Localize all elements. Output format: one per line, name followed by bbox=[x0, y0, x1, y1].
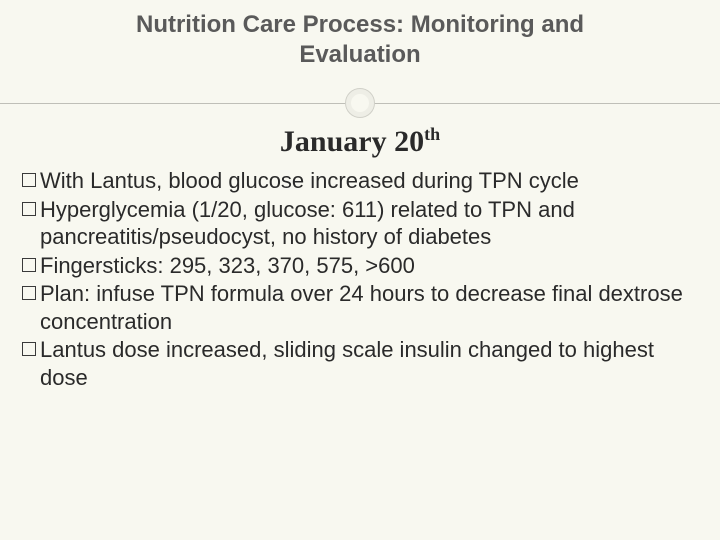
divider bbox=[0, 88, 720, 118]
square-bullet-icon bbox=[22, 173, 36, 187]
list-item: Plan: infuse TPN formula over 24 hours t… bbox=[22, 280, 698, 335]
bullet-text: Hyperglycemia (1/20, glucose: 611) relat… bbox=[40, 196, 698, 251]
bullet-text: Lantus dose increased, sliding scale ins… bbox=[40, 336, 698, 391]
square-bullet-icon bbox=[22, 342, 36, 356]
bullet-text: With Lantus, blood glucose increased dur… bbox=[40, 167, 579, 195]
subtitle-superscript: th bbox=[424, 124, 440, 144]
bullet-list: With Lantus, blood glucose increased dur… bbox=[0, 159, 720, 391]
square-bullet-icon bbox=[22, 258, 36, 272]
square-bullet-icon bbox=[22, 202, 36, 216]
subtitle-main: January 20 bbox=[280, 125, 424, 158]
list-item: Fingersticks: 295, 323, 370, 575, >600 bbox=[22, 252, 698, 280]
square-bullet-icon bbox=[22, 286, 36, 300]
page-title: Nutrition Care Process: Monitoring and E… bbox=[0, 0, 720, 70]
subtitle: January 20th bbox=[0, 124, 720, 159]
list-item: With Lantus, blood glucose increased dur… bbox=[22, 167, 698, 195]
list-item: Hyperglycemia (1/20, glucose: 611) relat… bbox=[22, 196, 698, 251]
list-item: Lantus dose increased, sliding scale ins… bbox=[22, 336, 698, 391]
title-line-1: Nutrition Care Process: Monitoring and bbox=[136, 11, 584, 38]
bullet-text: Plan: infuse TPN formula over 24 hours t… bbox=[40, 280, 698, 335]
circle-icon bbox=[346, 89, 374, 117]
slide-container: Nutrition Care Process: Monitoring and E… bbox=[0, 0, 720, 540]
title-line-2: Evaluation bbox=[299, 41, 420, 68]
bullet-text: Fingersticks: 295, 323, 370, 575, >600 bbox=[40, 252, 415, 280]
